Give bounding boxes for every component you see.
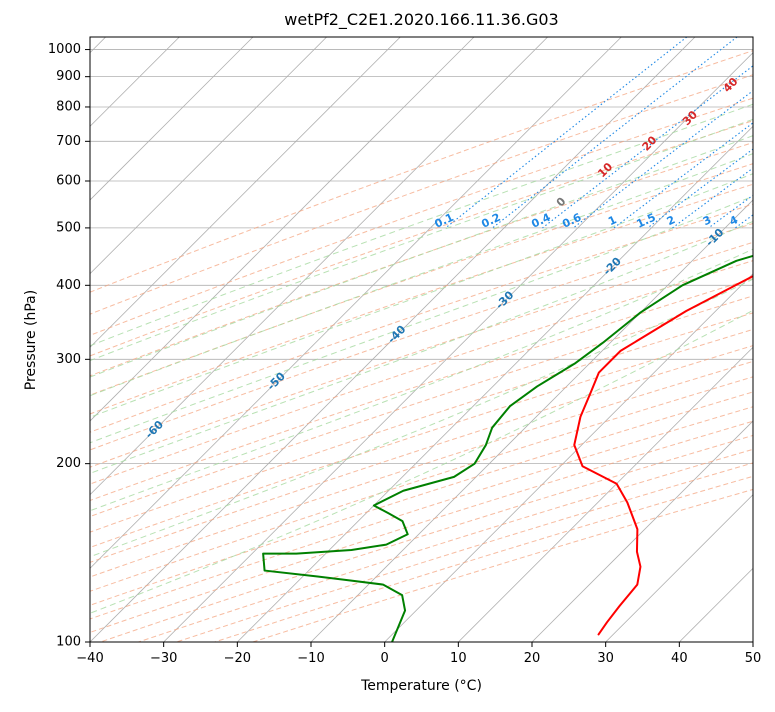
y-tick-label: 300 <box>56 352 81 367</box>
y-tick-label: 700 <box>56 134 81 149</box>
y-tick-label: 400 <box>56 278 81 293</box>
x-tick-label: 40 <box>671 651 688 666</box>
x-tick-label: −20 <box>224 651 251 666</box>
moist-adiabat-line <box>90 135 753 378</box>
moist-adiabat-line <box>90 220 753 474</box>
isotherm-line <box>90 37 327 275</box>
dry-adiabat-line <box>90 277 753 502</box>
isotherm-label: -50 <box>265 369 288 392</box>
isotherm-line <box>90 37 548 496</box>
isotherm-line <box>90 37 622 569</box>
dry-adiabat-line <box>90 345 753 563</box>
isotherm-line <box>163 52 753 642</box>
x-tick-label: 50 <box>745 651 762 666</box>
y-tick-label: 100 <box>56 635 81 650</box>
x-tick-label: −40 <box>76 651 103 666</box>
x-tick-label: −10 <box>297 651 324 666</box>
dry-adiabat-line <box>90 360 753 578</box>
isotherm-label: -20 <box>601 254 624 277</box>
dry-adiabat-label: 0 <box>554 195 569 210</box>
y-tick-label: 800 <box>56 99 81 114</box>
isotherm-label: -30 <box>493 288 516 311</box>
y-tick-label: 1000 <box>48 42 81 57</box>
dry-adiabat-label: 30 <box>680 108 700 128</box>
x-tick-label: 0 <box>381 651 389 666</box>
mixing-ratio-label: 1 <box>606 213 618 228</box>
dry-adiabat-line <box>90 312 753 533</box>
mixing-ratio-line <box>734 214 753 229</box>
chart-title: wetPf2_C2E1.2020.166.11.36.G03 <box>284 10 559 29</box>
dry-adiabat-line <box>90 328 753 548</box>
dry-adiabat-line <box>90 295 753 518</box>
isotherm-line <box>310 199 753 642</box>
dry-adiabat-label: 10 <box>595 160 615 180</box>
mixing-ratio-line <box>613 122 753 229</box>
dry-adiabat-line <box>90 163 753 396</box>
y-tick-label: 600 <box>56 173 81 188</box>
dewpoint-line <box>262 254 753 642</box>
isotherm-label: -70 <box>22 465 45 488</box>
dry-adiabat-line <box>90 50 753 293</box>
axes-frame <box>89 36 754 643</box>
x-axis-label: Temperature (°C) <box>361 678 482 694</box>
dry-adiabat-label: 20 <box>640 133 660 153</box>
dry-adiabat-label: 40 <box>721 75 741 95</box>
dry-adiabat-line <box>90 142 753 377</box>
x-tick-label: 20 <box>524 651 541 666</box>
y-tick-label: 500 <box>56 220 81 235</box>
dry-adiabat-line <box>214 475 753 642</box>
y-tick-label: 200 <box>56 456 81 471</box>
y-axis-label: Pressure (hPa) <box>23 289 40 391</box>
isotherm-line <box>90 37 696 642</box>
x-tick-label: 10 <box>450 651 467 666</box>
mixing-ratio-line <box>492 37 738 229</box>
x-tick-label: −30 <box>150 651 177 666</box>
dry-adiabat-line <box>90 376 753 592</box>
isotherm-line <box>531 420 753 642</box>
isotherm-line <box>679 567 753 642</box>
mixing-ratio-label: 2 <box>665 213 677 228</box>
moist-adiabat-line <box>90 173 753 418</box>
isotherm-line <box>90 37 401 348</box>
moist-adiabat-line <box>90 195 753 444</box>
isotherm-line <box>752 641 753 642</box>
x-tick-label: 30 <box>597 651 614 666</box>
mixing-ratio-line <box>672 167 753 229</box>
isotherm-label: -40 <box>385 323 408 346</box>
mixing-ratio-line <box>542 65 753 229</box>
isotherm-label: -10 <box>703 226 726 249</box>
dry-adiabat-line <box>90 260 753 485</box>
y-tick-label: 900 <box>56 69 81 84</box>
mixing-ratio-label: 4 <box>728 213 741 228</box>
isotherm-line <box>90 37 254 201</box>
dry-adiabat-line <box>90 97 753 336</box>
dry-adiabat-line <box>90 391 753 606</box>
isotherm-line <box>458 346 753 642</box>
dry-adiabat-line <box>90 183 753 415</box>
mixing-ratio-label: 6 <box>766 213 775 228</box>
isotherm-line <box>384 273 753 642</box>
mixing-ratio-line <box>572 90 753 229</box>
dry-adiabat-line <box>100 434 753 642</box>
isotherm-line <box>90 37 475 422</box>
temperature-line <box>573 274 753 636</box>
moist-adiabat-line <box>90 153 753 397</box>
moist-adiabat-line <box>90 118 753 362</box>
isotherm-line <box>237 125 753 642</box>
isotherm-line <box>605 494 753 642</box>
